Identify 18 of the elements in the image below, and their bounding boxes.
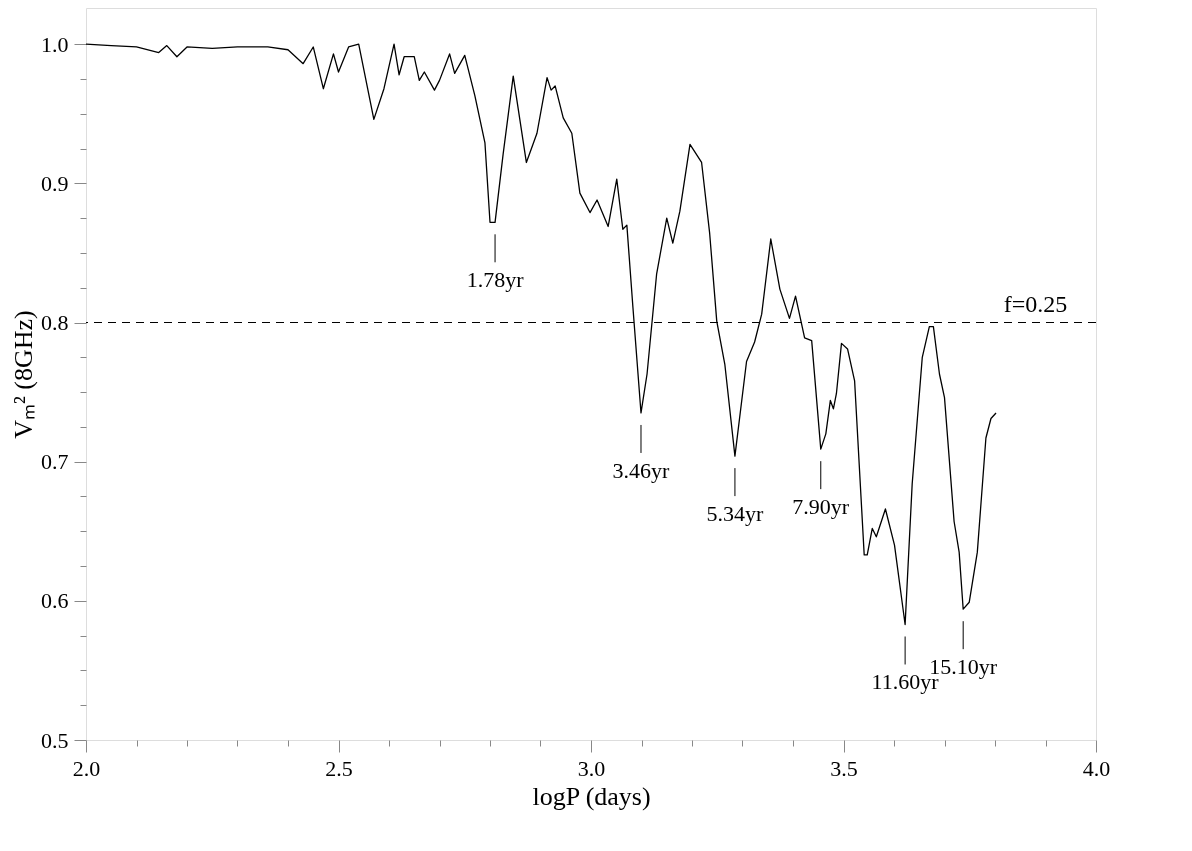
y-tick-label: 0.9 (41, 170, 69, 196)
y-axis-title: Vₘ² (8GHz) (9, 310, 38, 439)
x-axis-title: logP (days) (532, 781, 651, 811)
x-tick-label: 2.0 (72, 755, 101, 781)
y-tick-label: 1.0 (41, 31, 69, 57)
y-tick-label: 0.8 (41, 310, 69, 336)
annotation: 1.78yr (466, 267, 525, 293)
annotation: 5.34yr (706, 501, 765, 527)
y-tick-label: 0.6 (41, 588, 69, 614)
y-tick-label: 0.5 (41, 727, 69, 753)
x-tick-label: 3.5 (830, 755, 858, 781)
y-tick-label: 0.7 (41, 449, 69, 475)
annotation: f=0.25 (1003, 290, 1068, 317)
x-tick-label: 3.0 (577, 755, 606, 781)
x-tick-label: 4.0 (1082, 755, 1111, 781)
annotation: 7.90yr (792, 494, 850, 520)
annotation: 3.46yr (612, 457, 671, 483)
x-tick-label: 2.5 (325, 755, 353, 781)
